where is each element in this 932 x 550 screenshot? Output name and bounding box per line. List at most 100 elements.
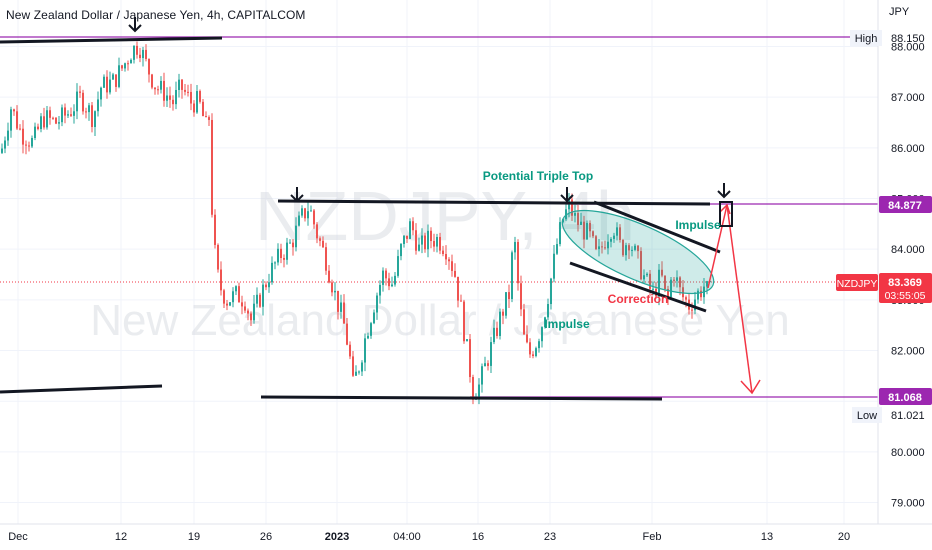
candle-body bbox=[379, 284, 381, 296]
impulse-projection-arrow[interactable] bbox=[707, 204, 728, 289]
drop-arrowhead bbox=[740, 379, 761, 395]
watermark-name: New Zealand Dollar / Japanese Yen bbox=[90, 296, 790, 345]
candle-body bbox=[640, 251, 642, 280]
candle-body bbox=[151, 74, 153, 88]
candle-body bbox=[577, 213, 579, 225]
candle-body bbox=[421, 235, 423, 245]
candle-body bbox=[541, 327, 543, 342]
candle-body bbox=[148, 58, 150, 75]
candle-body bbox=[358, 371, 360, 373]
candle-body bbox=[10, 109, 12, 131]
time-tick-label: Dec bbox=[8, 531, 28, 543]
candle-body bbox=[469, 339, 471, 378]
low-label-box bbox=[852, 407, 882, 423]
candle-body bbox=[397, 256, 399, 276]
current-price: 83.369 bbox=[888, 277, 922, 289]
candle-body bbox=[676, 277, 678, 281]
candle-body bbox=[370, 323, 372, 336]
candle-body bbox=[544, 317, 546, 328]
top-trend-line[interactable] bbox=[0, 36, 223, 44]
candle-body bbox=[277, 248, 279, 263]
candle-body bbox=[52, 117, 54, 119]
candle-body bbox=[685, 297, 687, 300]
chart-title: New Zealand Dollar / Japanese Yen, 4h, C… bbox=[6, 8, 306, 22]
candle-body bbox=[307, 211, 309, 219]
candle-body bbox=[481, 366, 483, 385]
countdown-timer: 03:55:05 bbox=[885, 290, 926, 302]
triple-top-line[interactable] bbox=[277, 199, 711, 206]
candle-body bbox=[478, 384, 480, 398]
price-tick-label: 84.000 bbox=[891, 244, 925, 256]
candle-body bbox=[1, 148, 3, 153]
time-tick-label: 16 bbox=[472, 531, 484, 543]
candle-body bbox=[310, 210, 312, 212]
symbol-tag-box bbox=[836, 274, 878, 291]
time-axis[interactable]: Dec 12 19 26 2023 04:00 16 23 Feb 13 20 bbox=[8, 531, 850, 543]
candle-body bbox=[418, 244, 420, 251]
candle-body bbox=[253, 303, 255, 321]
candle-body bbox=[571, 199, 573, 216]
candle-body bbox=[208, 117, 210, 120]
candle-body bbox=[622, 240, 624, 256]
candle-body bbox=[142, 49, 144, 59]
candle-body bbox=[517, 242, 519, 284]
candle-body bbox=[457, 276, 459, 301]
candle-body bbox=[394, 275, 396, 285]
candle-body bbox=[343, 302, 345, 324]
candle-body bbox=[97, 99, 99, 112]
candle-body bbox=[43, 116, 45, 128]
candle-body bbox=[595, 236, 597, 250]
candle-body bbox=[22, 128, 24, 145]
candle-body bbox=[103, 76, 105, 88]
candle-body bbox=[127, 63, 129, 65]
time-tick-label: 2023 bbox=[325, 531, 349, 543]
candle-body bbox=[643, 275, 645, 280]
candle-body bbox=[520, 283, 522, 310]
candle-body bbox=[157, 89, 159, 91]
candle-body bbox=[7, 130, 9, 141]
down-arrow-icon bbox=[290, 187, 304, 203]
candle-body bbox=[55, 117, 57, 124]
candle-body bbox=[268, 282, 270, 288]
candle-body bbox=[79, 91, 81, 93]
candle-body bbox=[283, 257, 285, 260]
candle-body bbox=[250, 313, 252, 321]
correction-label: Correction bbox=[608, 292, 669, 306]
correction-ellipse[interactable] bbox=[552, 194, 724, 310]
candle-body bbox=[325, 247, 327, 271]
candle-body bbox=[610, 238, 612, 242]
candle-body bbox=[37, 126, 39, 130]
candle-body bbox=[172, 99, 174, 105]
channel-upper-line[interactable] bbox=[593, 200, 721, 254]
drop-projection-arrow[interactable] bbox=[726, 204, 753, 394]
candle-body bbox=[331, 282, 333, 293]
left-support-line[interactable] bbox=[0, 384, 163, 394]
channel-lower-line[interactable] bbox=[569, 261, 707, 313]
candle-body bbox=[355, 371, 357, 376]
candle-body bbox=[28, 145, 30, 147]
range-bottom-line[interactable] bbox=[260, 395, 663, 401]
candle-body bbox=[664, 275, 666, 289]
candle-body bbox=[550, 278, 552, 305]
candle-body bbox=[61, 107, 63, 123]
candle-body bbox=[214, 214, 216, 245]
candle-body bbox=[424, 235, 426, 250]
candle-body bbox=[85, 111, 87, 113]
candle-body bbox=[538, 341, 540, 349]
candle-body bbox=[181, 79, 183, 90]
candle-body bbox=[298, 215, 300, 226]
time-tick-label: 12 bbox=[115, 531, 127, 543]
candle-body bbox=[121, 65, 123, 69]
time-tick-label: 23 bbox=[544, 531, 556, 543]
candle-body bbox=[304, 208, 306, 219]
candle-body bbox=[229, 302, 231, 306]
candle-body bbox=[583, 221, 585, 240]
candle-body bbox=[217, 244, 219, 270]
candle-body bbox=[274, 262, 276, 264]
time-tick-label: Feb bbox=[643, 531, 662, 543]
candle-body bbox=[451, 261, 453, 271]
candle-body bbox=[295, 225, 297, 248]
candle-body bbox=[406, 235, 408, 239]
candle-body bbox=[166, 95, 168, 101]
